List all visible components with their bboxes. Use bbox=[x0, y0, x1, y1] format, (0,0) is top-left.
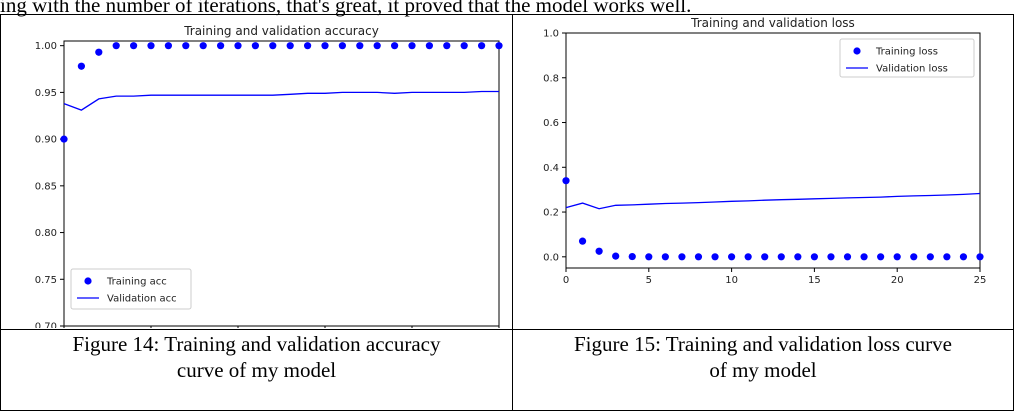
training-point bbox=[495, 42, 503, 50]
training-point bbox=[827, 253, 835, 261]
training-point bbox=[77, 62, 85, 70]
training-point bbox=[95, 48, 103, 56]
chart-title: Training and validation accuracy bbox=[183, 24, 379, 38]
chart-title: Training and validation loss bbox=[690, 16, 855, 30]
y-tick-label: 0.2 bbox=[543, 208, 559, 219]
training-point bbox=[286, 42, 294, 50]
training-point bbox=[744, 253, 752, 261]
training-point bbox=[478, 42, 486, 50]
y-tick-label: 0.95 bbox=[35, 88, 57, 99]
y-tick-label: 0.8 bbox=[543, 73, 559, 84]
y-tick-label: 0.70 bbox=[35, 322, 57, 329]
legend-label: Validation acc bbox=[107, 294, 177, 305]
figure-14-caption-line1: Figure 14: Training and validation accur… bbox=[72, 332, 441, 356]
table-row-divider bbox=[0, 329, 1014, 330]
x-tick-label: 25 bbox=[974, 275, 987, 286]
x-tick-label: 0 bbox=[563, 275, 569, 286]
training-point bbox=[761, 253, 769, 261]
training-point bbox=[251, 42, 259, 50]
training-point bbox=[777, 253, 785, 261]
legend-dot-swatch bbox=[853, 47, 861, 55]
training-point bbox=[164, 42, 172, 50]
table-column-divider bbox=[512, 14, 513, 411]
y-tick-label: 0.85 bbox=[35, 181, 57, 192]
training-point bbox=[217, 42, 225, 50]
figure-14-caption-line2: curve of my model bbox=[176, 358, 337, 382]
table-frame bbox=[0, 14, 1014, 411]
y-tick-label: 1.00 bbox=[35, 41, 57, 52]
legend-label: Training acc bbox=[106, 277, 167, 288]
training-point bbox=[182, 42, 190, 50]
legend-box bbox=[70, 268, 192, 310]
y-tick-label: 0.0 bbox=[543, 252, 559, 263]
training-point bbox=[408, 42, 416, 50]
y-tick-label: 0.80 bbox=[35, 228, 57, 239]
header-text: ing with the number of iterations, that'… bbox=[0, 0, 692, 17]
training-point bbox=[373, 42, 381, 50]
y-tick-label: 1.0 bbox=[543, 29, 559, 40]
training-point bbox=[860, 253, 868, 261]
training-point bbox=[645, 253, 653, 261]
validation-line bbox=[63, 90, 499, 111]
figure-15-caption-line2: of my model bbox=[709, 358, 817, 382]
y-tick-label: 0.4 bbox=[543, 163, 559, 174]
x-tick-label: 5 bbox=[646, 275, 652, 286]
training-point bbox=[425, 42, 433, 50]
training-point bbox=[959, 253, 968, 261]
y-tick-label: 0.6 bbox=[543, 118, 559, 129]
x-tick-label: 10 bbox=[725, 275, 738, 286]
training-point bbox=[234, 42, 242, 50]
training-point bbox=[926, 253, 934, 261]
training-point bbox=[338, 42, 346, 50]
training-point bbox=[843, 253, 852, 261]
training-point bbox=[199, 42, 207, 50]
x-tick-label: 20 bbox=[891, 275, 904, 286]
plot-area bbox=[63, 40, 500, 327]
training-point bbox=[595, 247, 603, 255]
training-point bbox=[794, 253, 802, 261]
training-point bbox=[130, 42, 138, 50]
training-point bbox=[728, 253, 736, 261]
y-tick-label: 0.90 bbox=[35, 135, 57, 146]
training-point bbox=[877, 253, 885, 261]
training-point bbox=[976, 253, 984, 261]
y-tick-label: 0.75 bbox=[35, 275, 57, 286]
training-point bbox=[612, 252, 620, 260]
training-point bbox=[147, 42, 155, 50]
training-point bbox=[562, 177, 570, 185]
figure-15-caption-line1: Figure 15: Training and validation loss … bbox=[574, 332, 952, 356]
training-point bbox=[60, 135, 68, 143]
loss-chart: Training and validation loss 0 5 10 15 20 25 0.… bbox=[543, 16, 987, 286]
validation-line bbox=[565, 192, 981, 210]
legend-box bbox=[839, 38, 975, 78]
training-point bbox=[694, 253, 703, 261]
figure-14-caption: Figure 14: Training and validation accur… bbox=[1, 331, 512, 411]
training-point bbox=[391, 42, 399, 50]
training-point bbox=[578, 237, 587, 245]
training-point bbox=[711, 253, 719, 261]
legend-label: Validation loss bbox=[876, 64, 948, 75]
training-point bbox=[443, 42, 451, 50]
legend-label: Training loss bbox=[875, 47, 938, 58]
training-point bbox=[628, 252, 636, 261]
legend-dot-swatch bbox=[84, 277, 92, 285]
training-point bbox=[269, 42, 277, 50]
training-point bbox=[943, 253, 951, 261]
training-point bbox=[678, 253, 686, 261]
training-point bbox=[321, 42, 329, 50]
training-point bbox=[910, 253, 918, 261]
training-point bbox=[661, 253, 669, 261]
x-tick-label: 15 bbox=[808, 275, 821, 286]
training-point bbox=[460, 42, 468, 50]
training-point bbox=[356, 42, 364, 50]
training-point bbox=[810, 253, 818, 261]
accuracy-chart: Training and validation accuracy05101520… bbox=[35, 24, 503, 329]
plot-area bbox=[565, 32, 981, 269]
figure-15-caption: Figure 15: Training and validation loss … bbox=[513, 331, 1013, 411]
training-point bbox=[304, 42, 312, 50]
training-point bbox=[112, 42, 120, 50]
training-point bbox=[893, 253, 901, 261]
